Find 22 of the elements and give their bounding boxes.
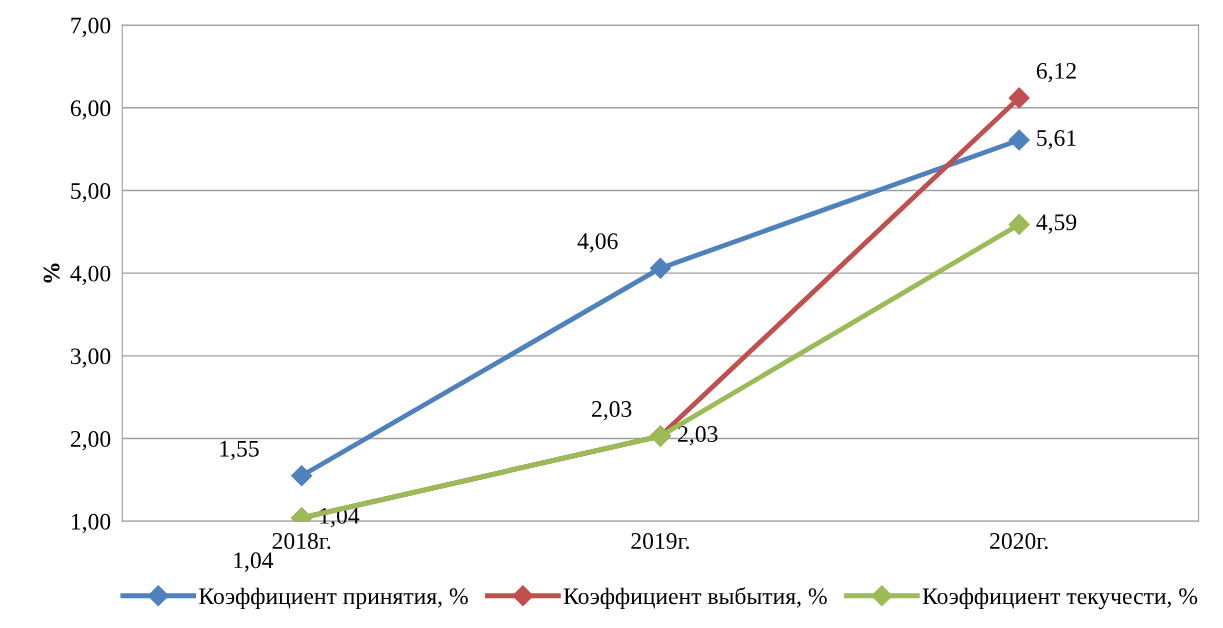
y-tick-label: 3,00 [71,348,111,368]
data-label: 6,12 [1036,62,1076,83]
y-tick-label: 6,00 [70,100,111,120]
y-axis-title: % [43,263,60,283]
data-label: 4,59 [1036,214,1077,234]
legend-label: Коэффициент выбытия, % [563,587,827,610]
x-tick-label: 2020г. [990,533,1048,550]
legend-label: Коэффициент принятия, % [199,587,468,610]
data-label: 2,03 [678,426,718,446]
y-tick-label: 5,00 [71,182,111,203]
data-label: 2,03 [592,401,632,421]
y-tick-label: 7,00 [71,17,111,37]
y-tick-label: 4,00 [70,265,111,285]
data-label: 5,61 [1037,130,1076,150]
x-tick-label: 2018г. [272,533,331,550]
legend-label: Коэффициент текучести, % [922,587,1198,610]
data-label: 4,06 [577,233,618,253]
y-tick-label: 1,00 [71,513,111,534]
data-label: 1,04 [234,552,274,572]
x-tick-label: 2019г. [631,533,689,550]
data-label: 1,55 [220,440,259,461]
y-tick-label: 2,00 [70,431,111,451]
